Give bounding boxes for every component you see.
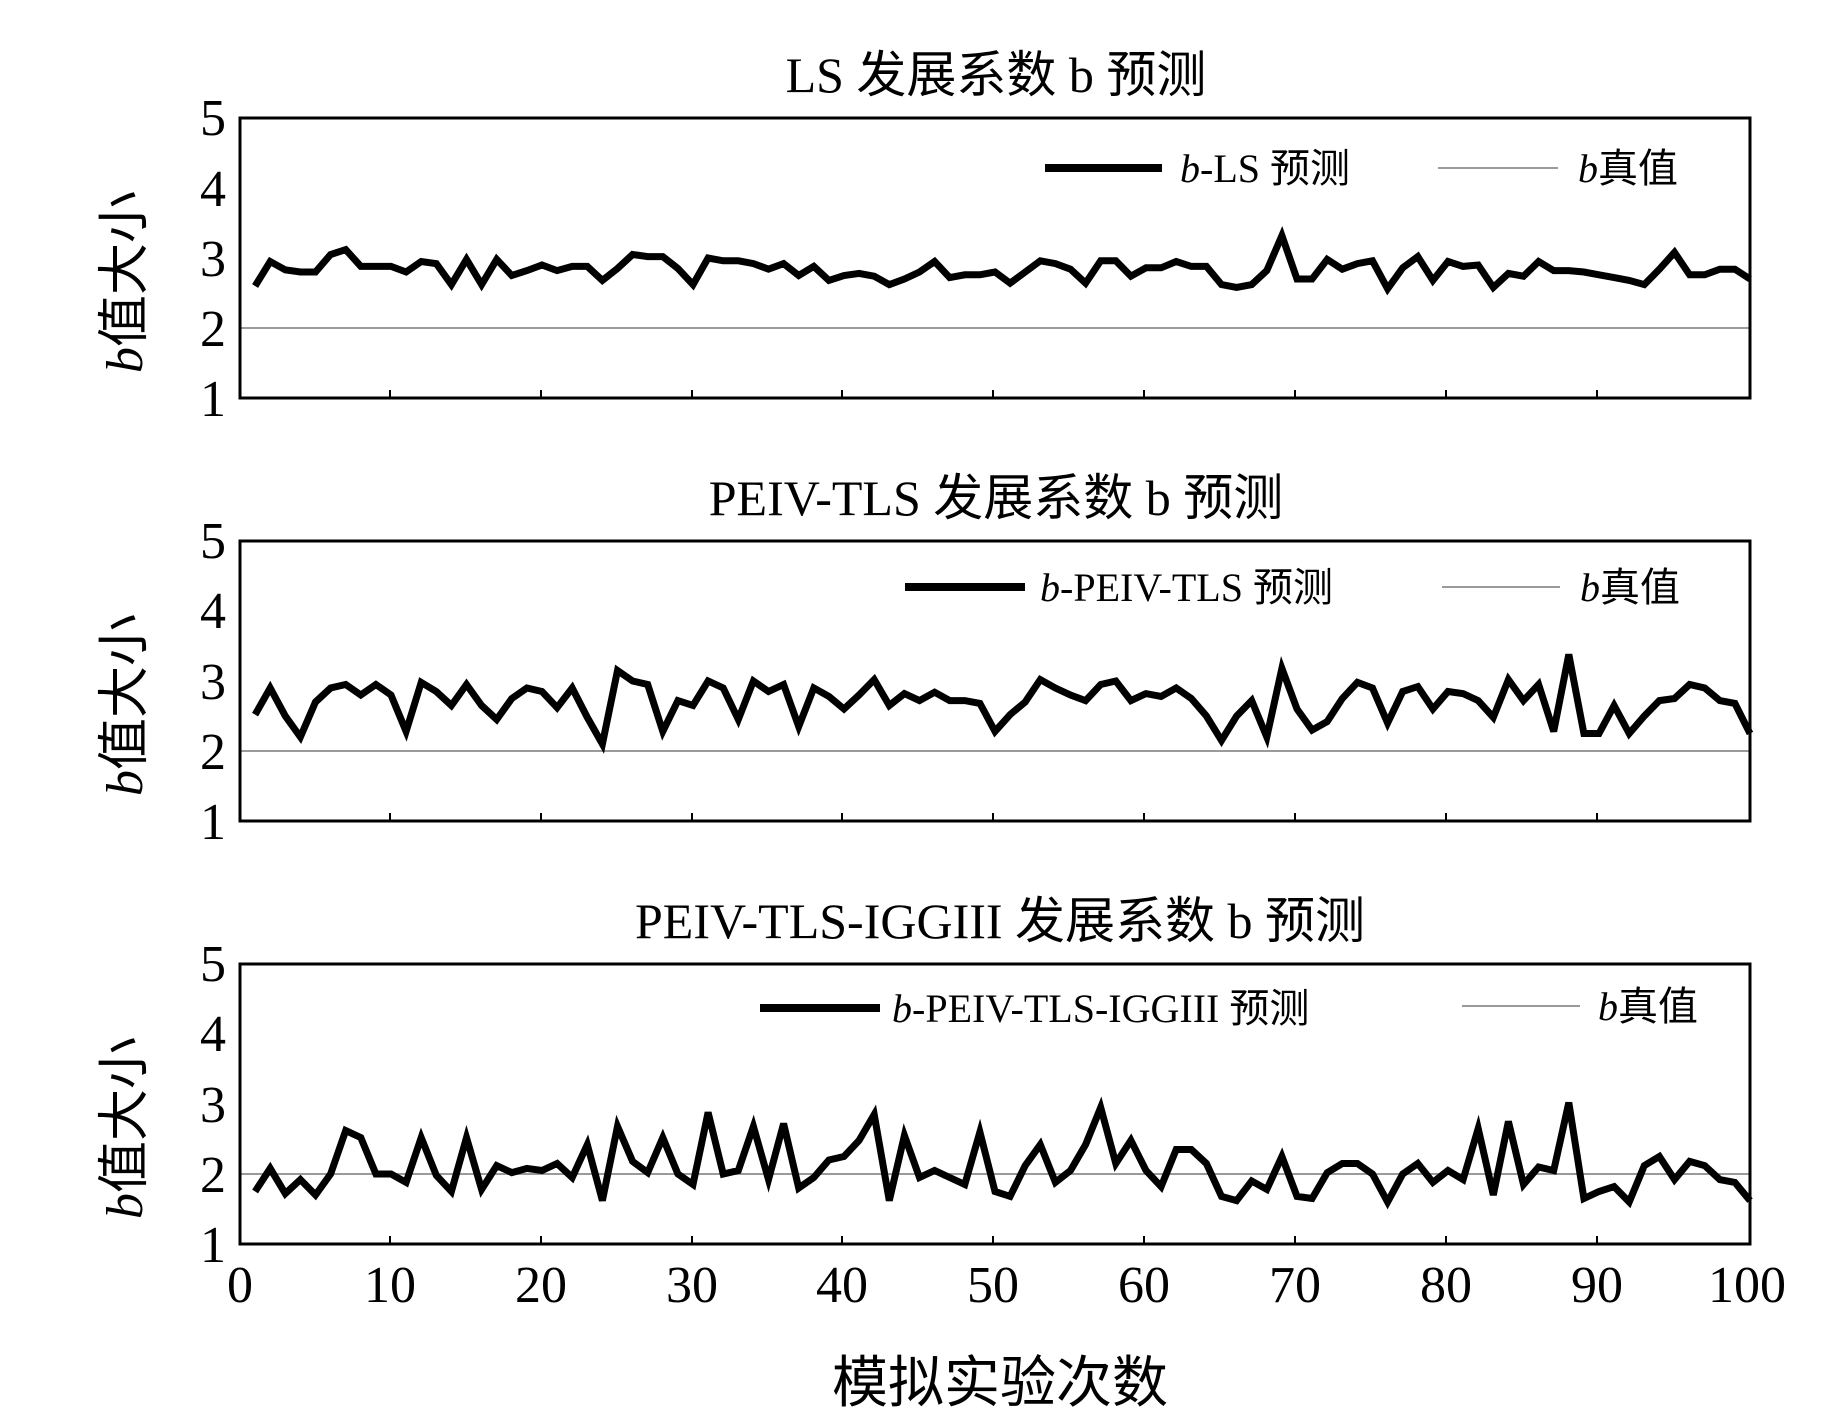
plot-frame xyxy=(238,962,1752,1246)
legend: b-PEIV-TLS 预测 b真值 xyxy=(905,565,1680,610)
y-tick-4: 4 xyxy=(200,583,226,640)
y-tick-1: 1 xyxy=(200,1217,226,1274)
x-tick-40: 40 xyxy=(816,1257,868,1314)
y-tick-3: 3 xyxy=(200,1077,226,1134)
y-tick-labels: 5 4 3 2 1 xyxy=(200,90,226,428)
y-tick-2: 2 xyxy=(200,724,226,781)
x-axis-label: 模拟实验次数 xyxy=(832,1353,1168,1415)
x-tick-60: 60 xyxy=(1118,1257,1170,1314)
y-tick-labels: 5 4 3 2 1 xyxy=(200,936,226,1274)
x-tick-80: 80 xyxy=(1420,1257,1472,1314)
x-tick-50: 50 xyxy=(967,1257,1019,1314)
legend: b-PEIV-TLS-IGGIII 预测 b真值 xyxy=(760,984,1698,1031)
legend-label-b-peiv-tls: b-PEIV-TLS 预测 xyxy=(1040,565,1333,610)
legend-label-b-true: b真值 xyxy=(1580,565,1680,610)
x-tick-labels: 0 10 20 30 40 50 60 70 80 90 100 xyxy=(227,1257,1786,1314)
plot-frame xyxy=(238,116,1752,400)
x-tick-100: 100 xyxy=(1708,1257,1786,1314)
y-tick-4: 4 xyxy=(200,1006,226,1063)
y-tick-labels: 5 4 3 2 1 xyxy=(200,513,226,851)
panel-ls: LS 发展系数 b 预测 5 4 3 2 1 b值大小 b-LS 预测 b xyxy=(97,47,1752,428)
y-tick-2: 2 xyxy=(200,301,226,358)
legend-label-b-true: b真值 xyxy=(1578,146,1678,191)
x-tick-0: 0 xyxy=(227,1257,253,1314)
x-tick-30: 30 xyxy=(666,1257,718,1314)
y-tick-3: 3 xyxy=(200,654,226,711)
y-tick-5: 5 xyxy=(200,90,226,147)
y-axis-label: b值大小 xyxy=(97,614,154,796)
panel-title: PEIV-TLS-IGGIII 发展系数 b 预测 xyxy=(635,893,1365,949)
y-axis-label: b值大小 xyxy=(97,1037,154,1219)
x-tick-70: 70 xyxy=(1269,1257,1321,1314)
y-tick-3: 3 xyxy=(200,231,226,288)
plot-frame xyxy=(238,539,1752,823)
legend-label-b-ls: b-LS 预测 xyxy=(1180,146,1350,191)
panel-title: PEIV-TLS 发展系数 b 预测 xyxy=(709,470,1284,526)
panel-title: LS 发展系数 b 预测 xyxy=(786,47,1207,103)
panel-peiv-tls-iggiii: PEIV-TLS-IGGIII 发展系数 b 预测 5 4 3 2 1 b值大小… xyxy=(97,893,1786,1415)
x-tick-90: 90 xyxy=(1571,1257,1623,1314)
y-tick-4: 4 xyxy=(200,161,226,218)
b-ls-series-line xyxy=(252,225,1752,296)
y-tick-1: 1 xyxy=(200,371,226,428)
b-peiv-tls-iggiii-series-line xyxy=(252,1096,1753,1210)
legend-label-b-peiv-tls-iggiii: b-PEIV-TLS-IGGIII 预测 xyxy=(892,986,1309,1031)
legend-label-b-true: b真值 xyxy=(1598,984,1698,1029)
panel-peiv-tls: PEIV-TLS 发展系数 b 预测 5 4 3 2 1 b值大小 b-PEIV… xyxy=(97,470,1754,851)
x-tick-10: 10 xyxy=(364,1257,416,1314)
legend: b-LS 预测 b真值 xyxy=(1045,146,1678,191)
b-peiv-tls-series-line xyxy=(252,653,1754,754)
y-tick-1: 1 xyxy=(200,794,226,851)
x-tick-20: 20 xyxy=(515,1257,567,1314)
y-tick-5: 5 xyxy=(200,513,226,570)
y-axis-label: b值大小 xyxy=(97,191,154,373)
y-tick-5: 5 xyxy=(200,936,226,993)
y-tick-2: 2 xyxy=(200,1147,226,1204)
